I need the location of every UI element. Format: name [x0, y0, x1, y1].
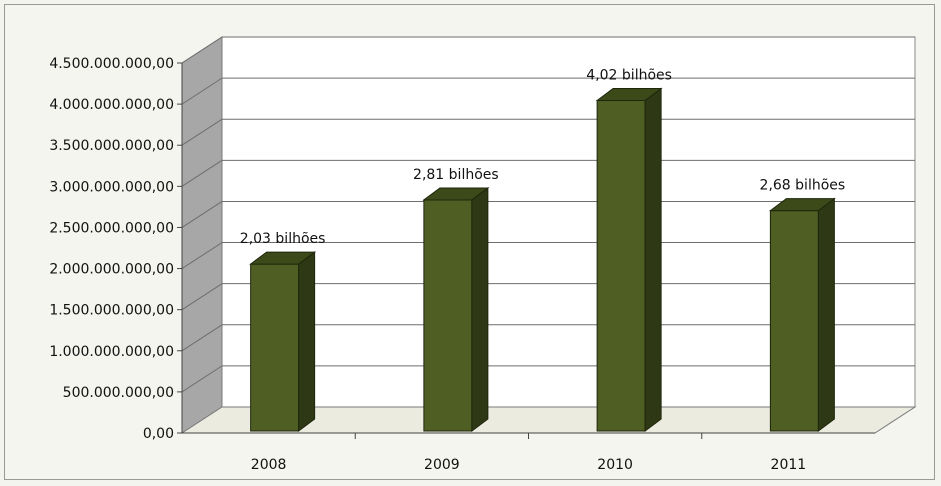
bar-top-2008: [249, 251, 317, 265]
side-gridline: [181, 118, 223, 146]
y-tick-label: 2.500.000.000,00: [49, 220, 174, 236]
bar-2008: [250, 263, 300, 432]
side-gridline: [181, 283, 223, 311]
data-label-2010: 4,02 bilhões: [586, 67, 672, 83]
x-tick-label-2008: 2008: [251, 457, 287, 473]
side-gridline: [181, 201, 223, 228]
chart-frame: 0,00 500.000.000,00 1.000.000.000,00 1.500.…: [4, 4, 935, 480]
bar-top-2010: [595, 87, 663, 101]
data-label-2011: 2,68 bilhões: [760, 178, 846, 194]
side-gridline: [181, 324, 223, 352]
x-tick-label-2010: 2010: [597, 457, 633, 473]
bar-side-2008: [298, 251, 316, 432]
y-tick-label: 4.500.000.000,00: [49, 56, 174, 72]
bar-top-2011: [768, 198, 836, 212]
data-label-2009: 2,81 bilhões: [413, 167, 499, 183]
side-gridline: [181, 77, 223, 105]
data-label-2008: 2,03 bilhões: [240, 231, 326, 247]
bar-side-2010: [644, 87, 662, 432]
bar-side-2011: [817, 197, 835, 432]
y-tick-label: 2.000.000.000,00: [49, 262, 174, 278]
y-tick-label: 1.000.000.000,00: [49, 344, 174, 360]
y-tick-label: 0,00: [143, 426, 174, 442]
bar-2010: [596, 99, 646, 432]
bar-chart: 0,00 500.000.000,00 1.000.000.000,00 1.500.…: [49, 36, 917, 473]
side-wall: [181, 36, 223, 434]
side-gridline: [181, 242, 223, 269]
x-tick-label-2009: 2009: [424, 457, 460, 473]
side-gridline: [181, 365, 223, 393]
y-tick-label: 500.000.000,00: [63, 385, 174, 401]
y-tick-label: 1.500.000.000,00: [49, 303, 174, 319]
y-tick-label: 3.500.000.000,00: [49, 138, 174, 154]
side-gridline: [181, 36, 223, 64]
side-gridline: [181, 159, 223, 187]
x-tick-label-2011: 2011: [771, 457, 807, 473]
y-tick-label: 3.000.000.000,00: [49, 179, 174, 195]
bar-2011: [769, 210, 819, 432]
y-tick-label: 4.000.000.000,00: [49, 97, 174, 113]
bar-side-2009: [471, 186, 489, 432]
bar-2009: [423, 199, 473, 432]
bar-top-2009: [422, 187, 490, 201]
